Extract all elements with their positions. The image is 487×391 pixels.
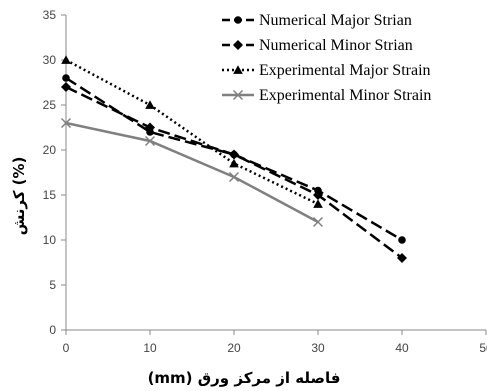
legend-label: Numerical Minor Strian: [259, 37, 413, 54]
y-tick-label: 10: [43, 233, 57, 247]
legend-marker: [233, 40, 243, 50]
data-point: [398, 236, 406, 244]
x-tick-label: 0: [63, 341, 70, 355]
data-point: [313, 190, 323, 200]
data-point: [62, 74, 70, 82]
y-tick-label: 20: [43, 143, 57, 157]
x-tick-label: 30: [311, 341, 325, 355]
axes: [61, 14, 487, 335]
series-3: [61, 55, 323, 208]
y-tick-label: 25: [43, 98, 57, 112]
data-point: [228, 171, 240, 183]
series-line: [65, 121, 319, 224]
y-tick-label: 15: [43, 188, 57, 202]
x-tick-label: 50: [479, 341, 487, 355]
y-axis-title: کرنش (%): [10, 157, 28, 236]
data-point: [61, 82, 71, 92]
series-line: [65, 85, 403, 259]
series-line: [65, 58, 319, 206]
data-point: [61, 55, 71, 64]
data-point: [313, 199, 323, 208]
x-marker-stroke: [144, 135, 156, 147]
data-point: [312, 216, 324, 228]
x-marker-stroke: [228, 171, 240, 183]
data-point: [229, 158, 239, 168]
legend-entry: Experimental Major Strain: [222, 62, 431, 79]
data-point: [145, 100, 155, 109]
legend-entry: Numerical Minor Strian: [222, 37, 413, 54]
tick-labels: 0 5 10 15 20 25 30 35 0 10 20 30 40 50: [43, 8, 487, 355]
data-point: [397, 253, 407, 263]
data-point: [144, 135, 156, 147]
x-marker-stroke: [232, 89, 244, 101]
x-tick-label: 40: [395, 341, 409, 355]
legend: Numerical Major Strian Numerical Minor St…: [222, 12, 431, 104]
legend-entry: Numerical Major Strian: [222, 12, 412, 29]
y-tick-label: 30: [43, 53, 57, 67]
series-line: [65, 76, 403, 242]
legend-label: Experimental Minor Strain: [259, 87, 431, 104]
series-4: [60, 117, 324, 228]
series-layer: [60, 55, 407, 263]
legend-label: Numerical Major Strian: [259, 12, 412, 29]
x-axis-title: (mm) فاصله از مرکز ورق: [148, 369, 341, 387]
legend-label: Experimental Major Strain: [259, 62, 431, 79]
legend-marker: [234, 16, 242, 24]
data-point: [145, 122, 155, 133]
series-2: [61, 82, 407, 263]
x-marker-stroke: [312, 216, 324, 228]
data-point: [229, 149, 239, 160]
legend-marker: [232, 89, 244, 101]
y-tick-label: 5: [49, 278, 56, 292]
y-tick-label: 0: [49, 323, 56, 337]
x-marker-stroke: [60, 117, 72, 129]
legend-entry: Experimental Minor Strain: [222, 87, 431, 104]
data-point: [60, 117, 72, 129]
legend-marker: [233, 65, 243, 74]
x-tick-label: 10: [143, 341, 157, 355]
x-tick-label: 20: [227, 341, 241, 355]
y-tick-label: 35: [43, 8, 57, 22]
